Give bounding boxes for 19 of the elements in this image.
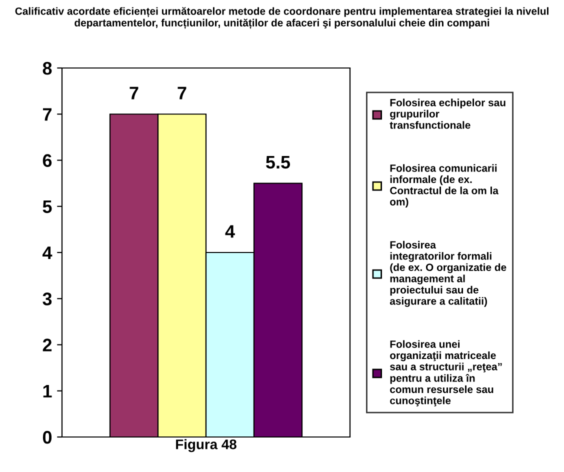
- y-tick-label: 3: [42, 292, 52, 306]
- y-tick-label: 7: [43, 108, 52, 121]
- data-label: 7: [178, 86, 186, 100]
- data-label: 4: [225, 225, 235, 238]
- x-axis-title: Figura 48: [176, 439, 236, 452]
- data-label: 5.5: [266, 156, 290, 169]
- legend-label: Folosirea comunicarii informale (de ex. Contractul de la om la om): [390, 164, 499, 208]
- y-tick-label: 0: [42, 430, 52, 444]
- y-tick-label: 6: [42, 154, 52, 167]
- y-tick-label: 4: [42, 246, 52, 260]
- chart-title: Calificativ acordate eficienței următoarelor metode de coordonare pentru implementarea strategiei la nivelul departamentelor, funcțiunilor, unităților de afaceri şi personalului cheie din compani: [15, 7, 548, 29]
- y-tick-label: 1: [43, 384, 52, 398]
- y-tick-label: 5: [42, 200, 52, 214]
- y-tick-label: 2: [42, 338, 52, 352]
- legend-label: Folosirea unei organizaţii matriceale sau a structurii „reţea” pentru a utiliza în comun resursele sau cunoştinţele: [390, 340, 502, 406]
- legend-label: Folosirea echipelor sau grupurilor transfunctionale: [390, 98, 506, 129]
- y-tick-label: 8: [42, 62, 52, 75]
- legend-label: Folosirea integratorilor formali (de ex. O organizatie de management al proiectului sau de asigurare a calitatii): [390, 240, 506, 307]
- data-label: 7: [130, 86, 138, 100]
